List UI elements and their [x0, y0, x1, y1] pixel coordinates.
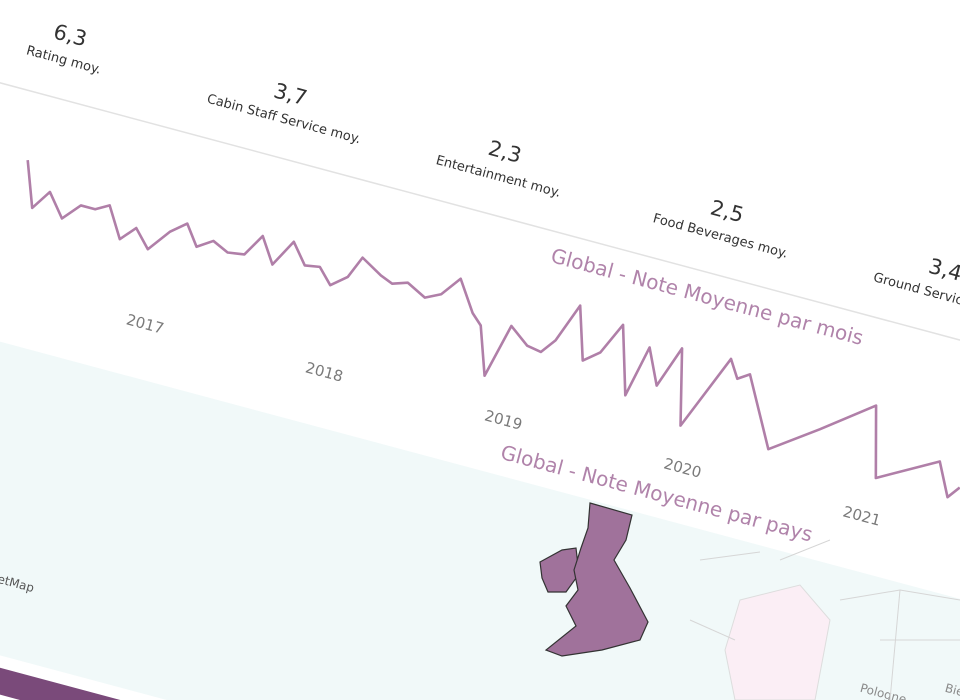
country-uk: [544, 502, 649, 657]
country-border: [689, 539, 960, 700]
kpi-value: 3,4: [926, 254, 960, 286]
chart-title: Global - Note Moyenne par mois: [548, 243, 866, 350]
x-tick-label: 2021: [841, 502, 883, 529]
kpi-value: 3,7: [271, 78, 309, 110]
country-shape: [724, 584, 831, 700]
x-tick-label: 2017: [124, 310, 166, 337]
x-tick-label: 2018: [303, 358, 345, 385]
kpi-value: 2,5: [708, 195, 746, 227]
line-series: [26, 160, 960, 499]
x-tick-label: 2019: [483, 406, 525, 433]
kpi-value: 2,3: [486, 136, 524, 168]
country-ireland: [539, 547, 580, 593]
map-background: [0, 241, 960, 700]
kpi-value: 6,3: [51, 19, 89, 51]
map-shapes: [539, 502, 960, 700]
x-tick-label: 2020: [662, 454, 704, 481]
kpi-label: Rating moy.: [25, 43, 103, 77]
divider: [0, 0, 960, 441]
map-label: Biélorussie: [943, 681, 960, 700]
